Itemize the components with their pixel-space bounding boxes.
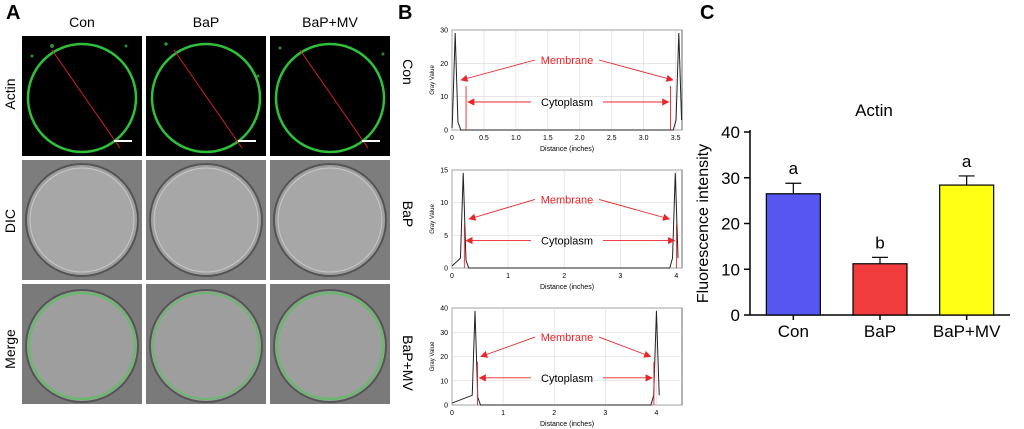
membrane-arrow-right: [598, 198, 671, 221]
x-tick-label: 0: [450, 135, 454, 142]
actin-image-bap-mv: [270, 36, 390, 156]
membrane-arrow-right: [598, 59, 674, 82]
intensity-profile-con: 0 0.5 1.0 1.5 2.0 2.5 3.0 3.5 0 10 20 30 Distance (i…: [430, 28, 683, 153]
x-tick-label: 0.5: [479, 135, 489, 142]
significance-letter: a: [962, 152, 972, 171]
profile-label-bap: BaP: [400, 200, 416, 228]
x-tick-label: 1.5: [543, 135, 553, 142]
merge-image-bap-mv: [270, 284, 390, 404]
significance-letter: b: [875, 233, 884, 252]
x-tick-label: 4: [654, 410, 658, 417]
x-tick-label: 3: [603, 410, 607, 417]
y-tick-label: 30: [440, 330, 448, 337]
panel-b-letter: B: [398, 2, 413, 24]
x-tick-label: 1: [506, 273, 510, 280]
x-axis-label: Distance (inches): [540, 421, 594, 428]
x-tick-label: 3.5: [671, 135, 681, 142]
x-tick-label: 3: [618, 273, 622, 280]
actin-bar-chart: Actin 0 10 20 30 40 Fluorescence intensity a Con…: [695, 101, 1010, 341]
membrane-arrow-left: [468, 198, 536, 221]
gray-value-trace: [451, 172, 679, 269]
y-tick-label: 40: [440, 306, 448, 313]
x-tick-label: 0: [450, 410, 454, 417]
y-tick-label: 5: [444, 233, 448, 240]
y-tick-label: 30: [440, 28, 448, 35]
y-tick-label: 10: [440, 378, 448, 385]
membrane-arrow-left: [460, 59, 536, 82]
x-tick-label: BaP: [864, 322, 896, 341]
dic-image-bap: [146, 160, 266, 280]
merge-image-con: [22, 284, 142, 404]
cytoplasm-label: Cytoplasm: [541, 236, 593, 248]
y-tick-label: 10: [440, 94, 448, 101]
x-tick-label: BaP+MV: [933, 322, 1001, 341]
y-tick-label: 20: [440, 61, 448, 68]
y-axis-label: Fluorescence intensity: [695, 144, 712, 303]
cytoplasm-label: Cytoplasm: [541, 373, 593, 385]
bar-bap: [852, 263, 908, 316]
membrane-arrow-right: [598, 336, 652, 358]
plot-frame: [451, 169, 683, 269]
y-tick-label: 15: [440, 168, 448, 175]
merge-image-bap: [146, 284, 266, 404]
gray-value-trace: [451, 32, 683, 131]
y-tick-label: 0: [731, 306, 740, 325]
membrane-label: Membrane: [541, 194, 594, 206]
y-tick-label: 0: [444, 266, 448, 273]
x-tick-label: Con: [778, 322, 809, 341]
column-title-bap: BaP: [192, 14, 220, 30]
membrane-label: Membrane: [541, 55, 594, 67]
bar-bap-mv: [939, 184, 995, 316]
y-tick-label: 0: [444, 128, 448, 135]
y-tick-label: 30: [721, 169, 740, 188]
x-tick-label: 2.0: [575, 135, 585, 142]
x-tick-label: 1: [501, 410, 505, 417]
x-tick-label: 2: [562, 273, 566, 280]
y-tick-label: 20: [440, 354, 448, 361]
y-tick-label: 0: [444, 403, 448, 410]
membrane-label: Membrane: [541, 332, 594, 344]
x-tick-label: 1.0: [511, 135, 521, 142]
row-title-actin: Actin: [2, 78, 18, 110]
x-axis-label: Distance (inches): [540, 146, 594, 153]
significance-letter: a: [789, 159, 799, 178]
actin-image-bap: [146, 36, 266, 156]
x-axis-label: Distance (inches): [540, 284, 594, 291]
column-title-con: Con: [69, 14, 95, 30]
x-tick-label: 3.0: [639, 135, 649, 142]
x-tick-label: 0: [450, 273, 454, 280]
x-tick-label: 4: [674, 273, 678, 280]
row-title-dic: DIC: [2, 208, 18, 234]
cytoplasm-label: Cytoplasm: [541, 97, 593, 109]
profile-label-con: Con: [400, 59, 416, 85]
row-title-merge: Merge: [2, 329, 18, 369]
x-tick-label: 2.5: [607, 135, 617, 142]
y-axis-label: Gray Value: [430, 65, 436, 95]
x-tick-label: 2: [552, 410, 556, 417]
panel-c-letter: C: [700, 2, 715, 24]
membrane-arrow-left: [480, 336, 536, 358]
profile-label-bap-mv: BaP+MV: [400, 335, 416, 391]
bar-con: [765, 193, 821, 316]
actin-image-con: [22, 36, 142, 156]
panel-a-letter: A: [6, 2, 21, 24]
y-tick-label: 10: [721, 260, 740, 279]
y-tick-label: 40: [721, 123, 740, 142]
chart-title: Actin: [855, 101, 893, 120]
y-tick-label: 10: [440, 200, 448, 207]
y-axis-label: Gray Value: [430, 204, 436, 234]
plot-frame: [451, 29, 683, 131]
intensity-profile-bap: 0 1 2 3 4 0 5 10 15 Distance (inches) Gray Value Me…: [430, 168, 683, 291]
gray-value-trace: [451, 310, 660, 406]
dic-image-bap-mv: [270, 160, 390, 280]
dic-image-con: [22, 160, 142, 280]
y-tick-label: 20: [721, 215, 740, 234]
y-axis-label: Gray Value: [430, 341, 436, 371]
column-title-bap-mv: BaP+MV: [302, 14, 358, 30]
